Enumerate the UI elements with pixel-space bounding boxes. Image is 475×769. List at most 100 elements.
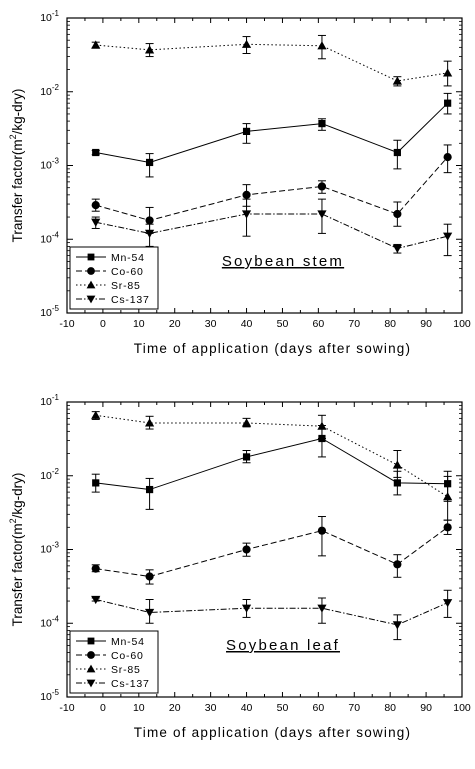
leaf-point-sr-85 [241, 418, 252, 427]
leaf-title: Soybean leaf [226, 637, 340, 654]
leaf-y-tick-label: 10-3 [40, 541, 59, 556]
stem-point-mn-54 [145, 158, 154, 167]
stem-point-mn-54 [444, 99, 452, 107]
leaf-x-tick-label: 60 [313, 702, 325, 714]
leaf-point-mn-54 [92, 479, 100, 487]
leaf-y-axis-label: Transfer factor(m2/kg-dry) [8, 473, 25, 627]
leaf-point-sr-85 [91, 410, 101, 419]
leaf-x-axis-label: Time of application (days after sowing) [134, 725, 411, 740]
stem-legend-label-mn-54: Mn-54 [111, 252, 145, 264]
leaf-series-mn-54 [91, 425, 452, 510]
stem-point-mn-54 [393, 148, 401, 157]
stem-chart: -10 0 10 20 30 40 50 60 70 80 90 100 10-5 10-4 10-3 10-… [8, 9, 471, 356]
stem-y-tick-label: 10-5 [40, 304, 59, 319]
leaf-point-cs-137 [392, 621, 402, 630]
stem-point-cs-137 [144, 229, 155, 239]
stem-legend-label-sr-85: Sr-85 [111, 280, 141, 292]
leaf-point-cs-137 [241, 604, 252, 613]
stem-point-sr-85 [392, 76, 402, 85]
stem-point-co-60 [393, 209, 402, 219]
stem-point-co-60 [317, 182, 327, 191]
leaf-legend-label-mn-54: Mn-54 [111, 636, 145, 648]
stem-point-sr-85 [241, 39, 252, 48]
leaf-line-mn-54 [95, 437, 448, 491]
leaf-point-mn-54 [145, 485, 154, 494]
leaf-line-cs-137 [95, 599, 448, 626]
stem-y-tick-label: 10-2 [40, 83, 59, 98]
leaf-x-tick-label: 20 [169, 702, 181, 714]
leaf-chart: -10 0 10 20 30 40 50 60 70 80 90 100 10-5 10-4 10-3 10-… [8, 393, 471, 740]
stem-point-co-60 [242, 190, 251, 199]
stem-title: Soybean stem [222, 253, 344, 270]
leaf-point-co-60 [91, 564, 100, 573]
stem-point-sr-85 [91, 40, 101, 49]
leaf-series-sr-85 [91, 410, 453, 521]
stem-y-tick-label: 10-3 [40, 157, 59, 172]
leaf-legend-label-co-60: Co-60 [111, 650, 144, 662]
leaf-point-co-60 [393, 560, 402, 569]
leaf-x-tick-label: 40 [241, 702, 253, 714]
leaf-point-co-60 [242, 545, 251, 554]
leaf-legend: Mn-54 Co-60 Sr-85 Cs-137 [69, 630, 159, 694]
leaf-point-co-60 [443, 523, 452, 532]
leaf-line-co-60 [95, 526, 448, 578]
stem-point-cs-137 [317, 210, 327, 219]
stem-point-mn-54 [318, 119, 326, 128]
leaf-legend-marker-sr-85 [86, 664, 96, 673]
stem-series-cs-137 [91, 198, 453, 257]
stem-series-mn-54 [91, 92, 452, 178]
stem-x-axis-label: Time of application (days after sowing) [134, 341, 411, 356]
leaf-point-cs-137 [144, 608, 155, 618]
stem-point-mn-54 [242, 127, 251, 135]
stem-x-tick-label: 0 [100, 318, 106, 330]
leaf-point-co-60 [317, 526, 327, 535]
leaf-series-cs-137 [91, 589, 453, 641]
stem-x-tick-label: 50 [277, 318, 289, 330]
leaf-line-sr-85 [95, 414, 448, 498]
leaf-legend-label-sr-85: Sr-85 [111, 664, 141, 676]
stem-point-mn-54 [92, 148, 100, 157]
stem-point-co-60 [91, 201, 100, 210]
leaf-y-tick-label: 10-5 [40, 688, 59, 703]
leaf-legend-marker-co-60 [87, 651, 95, 659]
leaf-x-tick-label: 90 [420, 702, 432, 714]
leaf-legend-label-cs-137: Cs-137 [111, 678, 150, 690]
leaf-chart-panel: -10 0 10 20 30 40 50 60 70 80 90 100 10-5 10-4 10-3 10-… [0, 384, 475, 768]
leaf-point-cs-137 [91, 595, 101, 605]
leaf-legend-marker-cs-137 [86, 679, 96, 688]
stem-point-sr-85 [144, 45, 155, 54]
stem-legend-marker-co-60 [87, 267, 95, 275]
stem-point-co-60 [443, 152, 452, 162]
stem-x-tick-label: 100 [453, 318, 471, 330]
stem-point-cs-137 [392, 244, 402, 254]
stem-x-tick-label: 80 [384, 318, 396, 330]
stem-legend-marker-sr-85 [86, 280, 96, 289]
stem-chart-panel: -10 0 10 20 30 40 50 60 70 80 90 100 10-5 10-4 10-3 10-… [0, 0, 475, 384]
stem-legend-marker-mn-54 [87, 253, 95, 261]
leaf-y-tick-label: 10-4 [40, 614, 59, 629]
stem-point-cs-137 [91, 218, 101, 227]
leaf-x-tick-label: 70 [348, 702, 360, 714]
stem-y-tick-label: 10-4 [40, 230, 59, 245]
stem-y-tick-label: 10-1 [40, 9, 59, 24]
stem-line-mn-54 [95, 102, 448, 163]
leaf-point-sr-85 [443, 492, 453, 501]
stem-y-axis-label: Transfer factor(m2/kg-dry) [8, 89, 25, 243]
leaf-point-sr-85 [392, 460, 402, 469]
leaf-legend-marker-mn-54 [87, 637, 95, 645]
stem-legend-label-co-60: Co-60 [111, 266, 144, 278]
stem-point-co-60 [145, 216, 154, 225]
stem-legend-label-cs-137: Cs-137 [111, 294, 150, 306]
leaf-x-tick-label: -10 [59, 702, 74, 714]
leaf-point-mn-54 [242, 453, 251, 461]
leaf-point-cs-137 [317, 604, 327, 613]
leaf-x-tick-label: 50 [277, 702, 289, 714]
leaf-point-sr-85 [317, 421, 327, 430]
leaf-point-co-60 [145, 572, 154, 581]
stem-legend: Mn-54 Co-60 Sr-85 Cs-137 [69, 246, 159, 310]
stem-x-tick-label: 40 [241, 318, 253, 330]
stem-point-cs-137 [241, 210, 252, 219]
stem-line-sr-85 [95, 43, 448, 82]
stem-x-tick-label: 90 [420, 318, 432, 330]
leaf-x-tick-label: 80 [384, 702, 396, 714]
